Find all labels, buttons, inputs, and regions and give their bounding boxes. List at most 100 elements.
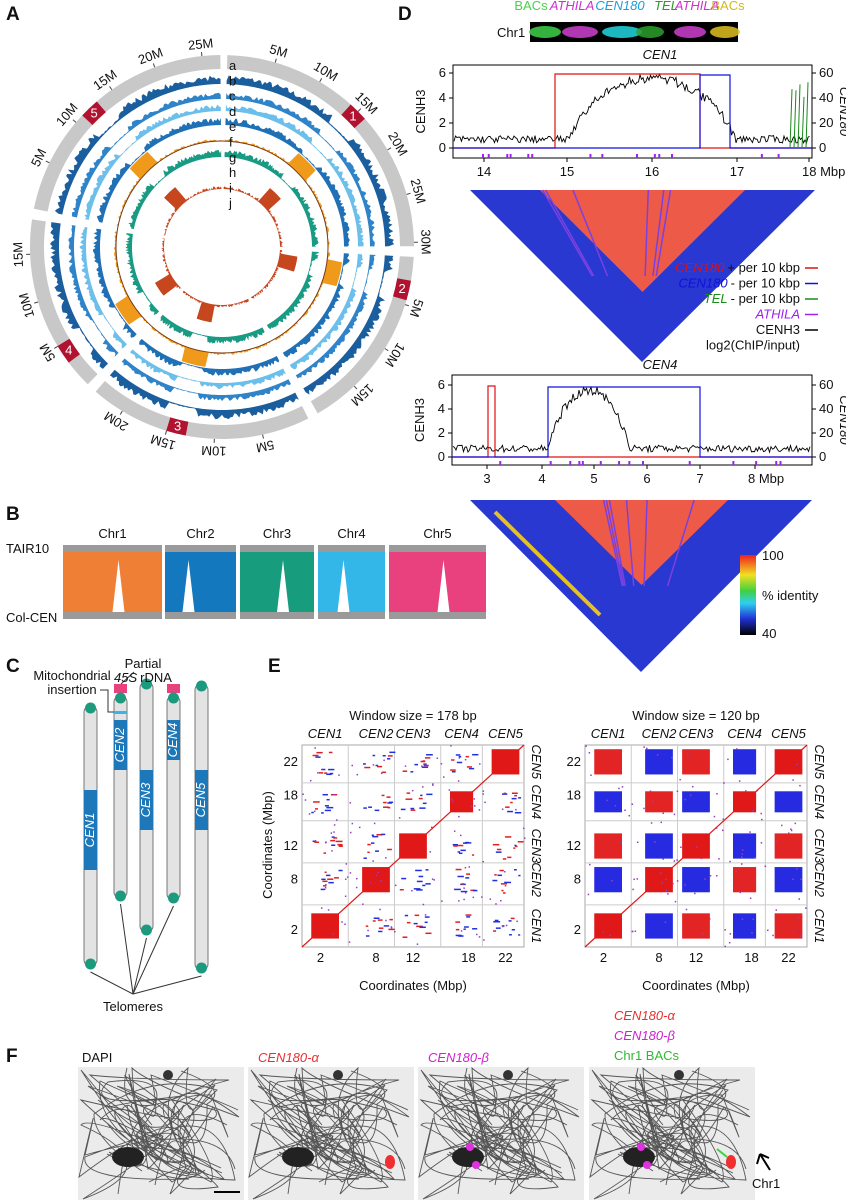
noise-dot bbox=[432, 784, 434, 786]
noise-dot bbox=[448, 789, 451, 791]
leader bbox=[120, 671, 135, 685]
noise-dot bbox=[796, 763, 798, 766]
cross-dot bbox=[373, 917, 380, 919]
noise-dot bbox=[752, 810, 754, 812]
cross-dot bbox=[322, 793, 328, 796]
note: Telomeres bbox=[103, 999, 163, 1014]
cross-dot bbox=[327, 878, 334, 880]
signal-bacs bbox=[716, 1148, 728, 1158]
micrograph bbox=[248, 1066, 414, 1200]
nucleolus bbox=[674, 1070, 684, 1080]
noise-dot bbox=[722, 818, 725, 820]
chromosome-number: 5 bbox=[91, 105, 98, 120]
chromosome-bar bbox=[318, 545, 385, 552]
chromosome-bar bbox=[318, 612, 385, 619]
cross-dot bbox=[333, 877, 339, 879]
centromere bbox=[393, 278, 412, 301]
panel-letter: B bbox=[6, 504, 20, 525]
cross-block bbox=[733, 867, 757, 893]
cen-label: CEN4 bbox=[165, 723, 180, 758]
cross-dot bbox=[461, 883, 465, 885]
track bbox=[116, 139, 222, 226]
cross-dot bbox=[422, 884, 426, 887]
cross-dot bbox=[386, 758, 391, 760]
y2-tick-label: 40 bbox=[819, 401, 833, 416]
centromere bbox=[167, 720, 180, 760]
noise-dot bbox=[643, 807, 645, 810]
cross-dot bbox=[463, 926, 469, 928]
plot-title: CEN1 bbox=[643, 47, 678, 62]
signal-beta bbox=[643, 1161, 651, 1169]
identity-stripe bbox=[608, 499, 626, 587]
noise-dot bbox=[741, 853, 743, 855]
cross-block bbox=[682, 749, 710, 775]
noise-dot bbox=[458, 815, 460, 818]
cross-dot bbox=[456, 844, 464, 847]
chromosome-number: 2 bbox=[399, 281, 406, 296]
cross-dot bbox=[423, 763, 427, 765]
chromosome-bar bbox=[165, 612, 236, 619]
chromosome-label: Chr1 bbox=[497, 25, 525, 40]
position-label: 10M bbox=[16, 291, 38, 320]
noise-dot bbox=[667, 893, 669, 895]
noise-dot bbox=[764, 865, 767, 868]
cen-label: CEN5 bbox=[812, 744, 827, 779]
plot-frame bbox=[452, 64, 813, 159]
track bbox=[71, 92, 221, 218]
cross-block bbox=[645, 749, 673, 775]
cross-dot bbox=[510, 917, 515, 920]
noise-dot bbox=[320, 907, 323, 909]
synteny-block bbox=[389, 552, 486, 612]
noise-dot bbox=[800, 878, 802, 881]
noise-dot bbox=[411, 889, 413, 892]
noise-dot bbox=[432, 783, 434, 785]
track bbox=[139, 338, 280, 376]
noise-dot bbox=[620, 841, 622, 843]
plot-frame bbox=[451, 374, 813, 466]
channel-label: CEN180-α bbox=[258, 1050, 319, 1065]
noise-dot bbox=[800, 935, 802, 937]
track bbox=[223, 186, 283, 247]
cross-dot bbox=[402, 936, 408, 938]
cross-block bbox=[594, 749, 622, 775]
y2-tick-label: 60 bbox=[819, 65, 833, 80]
micrograph bbox=[589, 1066, 755, 1200]
centromere bbox=[140, 770, 153, 830]
feature-label: CEN180 bbox=[595, 0, 645, 13]
x-tick-label: 8 Mbp bbox=[748, 471, 784, 486]
noise-dot bbox=[761, 818, 763, 821]
y2-tick-label: 20 bbox=[819, 425, 833, 440]
cross-dot bbox=[312, 801, 320, 803]
cross-block bbox=[774, 867, 803, 893]
cross-dot bbox=[462, 842, 468, 844]
noise-dot bbox=[752, 918, 754, 921]
cross-dot bbox=[425, 932, 432, 935]
y-tick-label: 4 bbox=[438, 401, 445, 416]
cross-dot bbox=[505, 806, 510, 808]
diagonal bbox=[301, 744, 525, 948]
noise-dot bbox=[478, 809, 481, 811]
cross-dot bbox=[335, 840, 343, 843]
cross-dot bbox=[312, 840, 316, 843]
cross-dot bbox=[387, 848, 392, 851]
position-label: 15M bbox=[10, 242, 26, 268]
noise-dot bbox=[611, 879, 613, 882]
cross-block bbox=[645, 791, 673, 813]
cross-dot bbox=[362, 763, 366, 765]
noise-dot bbox=[724, 945, 727, 948]
rdna bbox=[114, 684, 127, 693]
cross-dot bbox=[455, 868, 462, 871]
track bbox=[54, 75, 221, 215]
tick bbox=[54, 345, 58, 349]
noise-dot bbox=[606, 799, 609, 802]
leader bbox=[132, 937, 147, 995]
chromosome-bar bbox=[240, 545, 314, 552]
noise-dot bbox=[691, 785, 694, 788]
note: 45S rDNA bbox=[114, 670, 172, 685]
tel-trace bbox=[793, 90, 797, 149]
noise-dot bbox=[684, 798, 687, 801]
track-letter: i bbox=[229, 180, 232, 195]
track bbox=[282, 253, 350, 358]
noise-dot bbox=[422, 903, 425, 906]
chromosome-number: 3 bbox=[174, 419, 181, 434]
